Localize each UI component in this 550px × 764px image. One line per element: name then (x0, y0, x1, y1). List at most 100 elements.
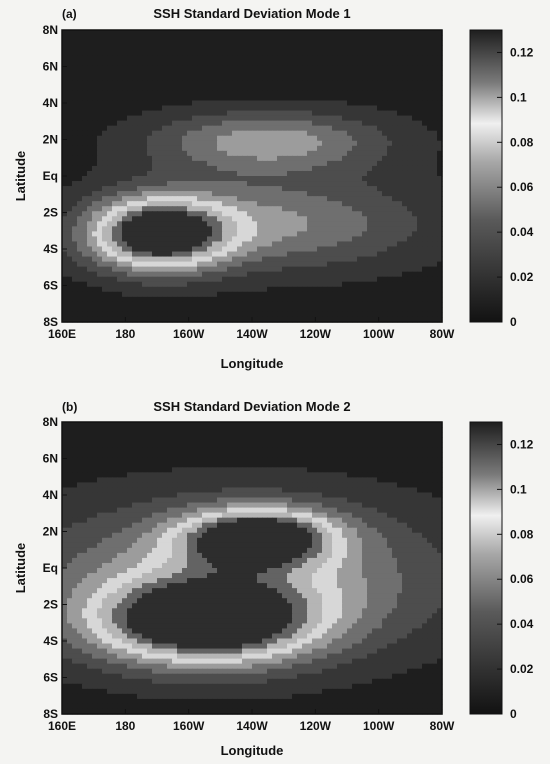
heatmap-cell (327, 266, 333, 273)
heatmap-cell (157, 105, 163, 112)
heatmap-cell (402, 442, 408, 448)
heatmap-cell (407, 125, 413, 132)
heatmap-cell (132, 191, 138, 197)
heatmap-cell (432, 206, 438, 212)
heatmap-cell (87, 75, 93, 81)
heatmap-cell (117, 422, 123, 428)
heatmap-cell (87, 261, 93, 268)
heatmap-cell (362, 286, 368, 293)
heatmap-cell (272, 165, 278, 172)
heatmap-cell (97, 135, 103, 142)
heatmap-cell (142, 145, 148, 152)
heatmap-cell (307, 130, 313, 137)
heatmap-cell (217, 306, 223, 313)
heatmap-cell (242, 170, 248, 177)
heatmap-cell (317, 80, 323, 86)
heatmap-cell (307, 95, 313, 102)
heatmap-cell (277, 160, 283, 167)
heatmap-cell (362, 160, 368, 167)
heatmap-cell (297, 80, 303, 86)
heatmap-cell (317, 181, 323, 187)
heatmap-cell (397, 145, 403, 152)
heatmap-cell (382, 45, 388, 51)
heatmap-cell (172, 100, 178, 107)
heatmap-cell (157, 100, 163, 107)
heatmap-cell (112, 95, 118, 102)
heatmap-cell (252, 216, 258, 222)
heatmap-cell (107, 160, 113, 167)
heatmap-cell (312, 311, 318, 318)
heatmap-cell (397, 125, 403, 132)
heatmap-cell (62, 281, 68, 288)
heatmap-cell (362, 201, 368, 207)
heatmap-cell (337, 226, 343, 232)
heatmap-cell (102, 311, 108, 318)
heatmap-cell (332, 231, 338, 238)
heatmap-cell (377, 211, 383, 217)
heatmap-cell (247, 226, 253, 232)
heatmap-cell (92, 45, 98, 51)
heatmap-cell (262, 55, 268, 61)
heatmap-cell (232, 291, 238, 298)
heatmap-cell (347, 170, 353, 177)
heatmap-cell (432, 216, 438, 222)
heatmap-cell (332, 271, 338, 278)
heatmap-cell (192, 301, 198, 308)
heatmap-cell (272, 90, 278, 97)
heatmap-cell (417, 306, 423, 313)
heatmap-cell (332, 65, 338, 71)
heatmap-cell (92, 276, 98, 283)
heatmap-cell (317, 301, 323, 308)
heatmap-cell (252, 211, 258, 217)
heatmap-cell (107, 296, 113, 303)
heatmap-cell (187, 140, 193, 147)
heatmap-cell (302, 251, 308, 258)
heatmap-cell (112, 45, 118, 51)
heatmap-cell (132, 442, 138, 448)
heatmap-cell (402, 60, 408, 66)
heatmap-cell (377, 271, 383, 278)
heatmap-cell (362, 150, 368, 157)
heatmap-cell (317, 422, 323, 428)
heatmap-cell (237, 211, 243, 217)
heatmap-cell (187, 35, 193, 41)
heatmap-cell (422, 316, 428, 323)
heatmap-cell (207, 291, 213, 298)
heatmap-cell (307, 306, 313, 313)
heatmap-cell (167, 226, 173, 232)
heatmap-cell (152, 75, 158, 81)
heatmap-cell (182, 291, 188, 298)
heatmap-cell (352, 85, 358, 92)
heatmap-cell (342, 256, 348, 263)
heatmap-cell (227, 316, 233, 323)
heatmap-cell (397, 110, 403, 117)
heatmap-cell (382, 125, 388, 132)
heatmap-cell (207, 95, 213, 102)
heatmap-cell (167, 155, 173, 162)
heatmap-cell (152, 181, 158, 187)
heatmap-cell (337, 90, 343, 97)
heatmap-cell (167, 85, 173, 92)
heatmap-cell (397, 296, 403, 303)
heatmap-cell (372, 120, 378, 127)
heatmap-cell (262, 70, 268, 76)
heatmap-cell (262, 145, 268, 152)
heatmap-cell (322, 251, 328, 258)
heatmap-cell (192, 311, 198, 318)
heatmap-cell (392, 201, 398, 207)
heatmap-cell (172, 120, 178, 127)
heatmap-cell (387, 100, 393, 107)
heatmap-cell (122, 251, 128, 258)
heatmap-cell (222, 281, 228, 288)
heatmap-cell (257, 105, 263, 112)
heatmap-cell (182, 170, 188, 177)
heatmap-cell (102, 291, 108, 298)
heatmap-cell (277, 301, 283, 308)
heatmap-cell (302, 75, 308, 81)
heatmap-cell (352, 125, 358, 132)
heatmap-cell (412, 135, 418, 142)
heatmap-cell (117, 231, 123, 238)
heatmap-cell (172, 447, 178, 453)
heatmap-cell (407, 206, 413, 212)
heatmap-cell (257, 301, 263, 308)
